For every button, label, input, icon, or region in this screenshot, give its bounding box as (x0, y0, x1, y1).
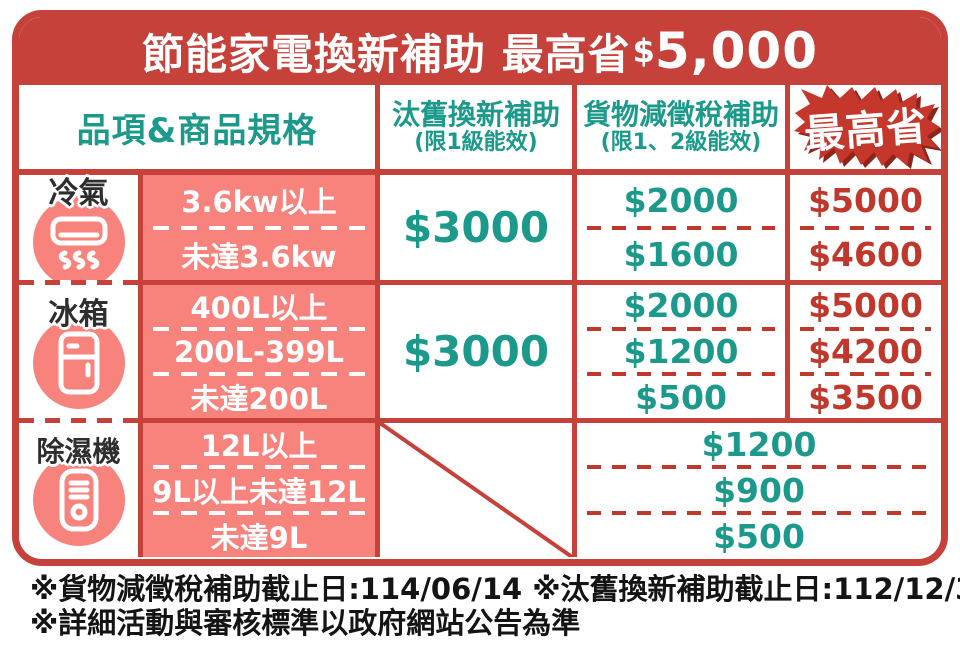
dashed-divider (153, 511, 365, 515)
dehumidifier-icon (32, 453, 125, 546)
dashed-divider (587, 225, 775, 230)
max-save-values-aircon: $5000 $4600 (790, 175, 941, 280)
spec-dehumidifier-2: 9L以上未達12L (152, 475, 366, 509)
dashed-divider (587, 511, 931, 515)
max-fridge-2: $4200 (808, 332, 923, 371)
header-replace-column: 汰舊換新補助 (限1級能效) (380, 85, 577, 175)
tax-fridge-1: $2000 (623, 286, 739, 326)
replacement-value-fridge: $3000 (380, 280, 577, 418)
footnote-deadlines: ※貨物減徵稅補助截止日:114/06/14 ※汰舊換新補助截止日:112/12/… (30, 572, 960, 606)
spec-fridge-1: 400L以上 (190, 291, 328, 325)
header-tax-sub: (限1、2級能效) (600, 130, 762, 155)
dashed-divider (153, 225, 365, 230)
tax-aircon-2: $1600 (623, 235, 739, 275)
category-aircon-label: 冷氣 (48, 175, 109, 211)
diagonal-slash-icon (380, 423, 572, 557)
title-text: 節能家電換新補助 最高省 (141, 29, 631, 79)
subsidy-table-board: 節能家電換新補助 最高省 $5,000 品項&商品規格 汰舊換新補助 (限1級能效… (12, 10, 948, 566)
spec-cell-fridge: 400L以上 200L-399L 未達200L (143, 280, 380, 418)
category-cell-aircon: 冷氣 (19, 175, 143, 288)
title-currency: $ (632, 32, 655, 70)
title-amount: 5,000 (654, 22, 819, 80)
spec-fridge-2: 200L-399L (173, 334, 345, 369)
spec-cell-dehumidifier: 12L以上 9L以上未達12L 未達9L (143, 418, 380, 557)
tax-aircon-1: $2000 (623, 180, 739, 220)
header-replace-sub: (限1級能效) (414, 130, 538, 155)
dashed-divider (153, 465, 365, 469)
max-save-values-fridge: $5000 $4200 $3500 (790, 280, 941, 418)
dashed-divider (153, 372, 365, 376)
air-conditioner-icon (32, 195, 125, 288)
dashed-divider (800, 372, 931, 377)
header-replace-title: 汰舊換新補助 (391, 97, 560, 131)
dashed-divider (800, 225, 931, 230)
header-tax-title: 貨物減徵稅補助 (582, 97, 779, 131)
category-cell-fridge: 冰箱 (19, 280, 143, 418)
dashed-divider (587, 372, 775, 377)
dashed-divider (153, 327, 365, 331)
dashed-section-separator (19, 280, 138, 285)
footnote-disclaimer: ※詳細活動與審核標準以政府網站公告為準 (30, 606, 581, 641)
replacement-not-applicable-cell (380, 418, 577, 557)
max-save-badge-label: 最高省 (802, 103, 929, 159)
header-spec-column: 品項&商品規格 (19, 85, 380, 175)
dashed-divider (587, 465, 931, 469)
subsidy-grid: 品項&商品規格 汰舊換新補助 (限1級能效) 貨物減徵稅補助 (限1、2級能效)… (19, 85, 941, 557)
burst-icon (794, 85, 941, 169)
max-aircon-1: $5000 (808, 180, 923, 220)
category-dehumidifier: 除濕機 (32, 430, 125, 546)
spec-aircon-2: 未達3.6kw (181, 239, 337, 274)
combined-dehumidifier-1: $1200 (701, 424, 817, 464)
tax-fridge-3: $500 (635, 377, 727, 417)
spec-dehumidifier-3: 未達9L (210, 521, 308, 555)
max-fridge-1: $5000 (808, 286, 923, 326)
spec-dehumidifier-1: 12L以上 (200, 429, 318, 463)
category-fridge: 冰箱 (32, 289, 125, 409)
replacement-value-aircon: $3000 (380, 175, 577, 280)
tax-fridge-2: $1200 (623, 332, 739, 371)
header-max-save-badge: 最高省 (790, 85, 941, 175)
header-spec-label: 品項&商品規格 (76, 110, 318, 151)
category-fridge-label: 冰箱 (48, 297, 109, 332)
combined-dehumidifier-3: $500 (713, 516, 805, 556)
footnotes: ※貨物減徵稅補助截止日:114/06/14 ※汰舊換新補助截止日:112/12/… (30, 572, 960, 640)
refrigerator-icon (32, 317, 125, 409)
combined-dehumidifier-2: $900 (713, 470, 805, 510)
spec-fridge-3: 未達200L (190, 382, 328, 416)
spec-aircon-1: 3.6kw以上 (181, 185, 337, 220)
max-aircon-2: $4600 (808, 235, 923, 275)
category-dehumidifier-label: 除濕機 (36, 434, 121, 468)
max-fridge-3: $3500 (808, 377, 923, 417)
tax-values-fridge: $2000 $1200 $500 (577, 280, 790, 418)
dashed-section-separator (19, 418, 138, 423)
header-tax-column: 貨物減徵稅補助 (限1、2級能效) (577, 85, 790, 175)
tax-values-aircon: $2000 $1600 (577, 175, 790, 280)
category-aircon: 冷氣 (32, 168, 125, 288)
spec-cell-aircon: 3.6kw以上 未達3.6kw (143, 175, 380, 280)
page-title: 節能家電換新補助 最高省 $5,000 (19, 17, 941, 85)
dashed-divider (800, 326, 931, 331)
dashed-divider (587, 326, 775, 331)
combined-values-dehumidifier: $1200 $900 $500 (577, 418, 941, 557)
category-cell-dehumidifier: 除濕機 (19, 418, 143, 557)
